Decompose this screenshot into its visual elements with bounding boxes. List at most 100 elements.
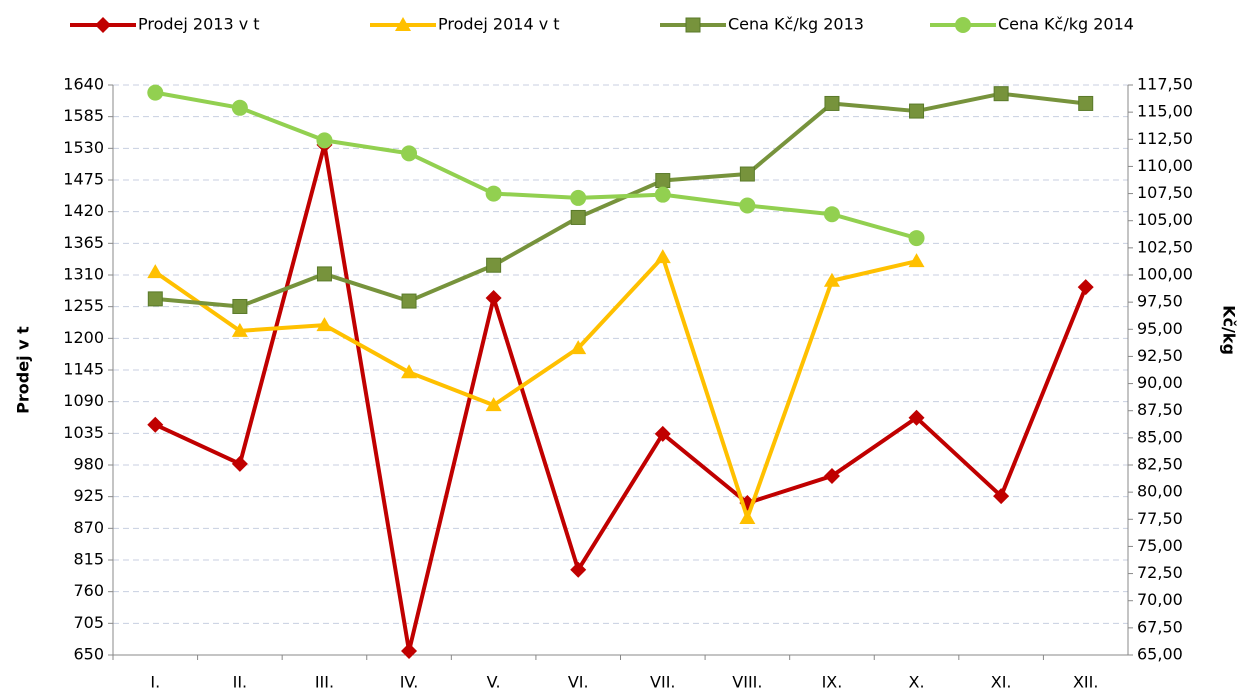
y-tick-label: 705 (73, 613, 104, 632)
data-point (147, 264, 164, 279)
y2-tick-label: 90,00 (1137, 373, 1183, 392)
data-point (655, 173, 671, 189)
data-point (147, 416, 164, 433)
y-axis-title: Prodej v t (14, 326, 33, 414)
x-tick-label: XI. (991, 673, 1012, 692)
x-tick-label: IX. (822, 673, 843, 692)
data-point (485, 185, 502, 202)
data-point (147, 84, 164, 101)
y-tick-label: 1200 (63, 328, 104, 347)
data-point (739, 166, 755, 182)
x-tick-label: III. (315, 673, 334, 692)
x-tick-label: VII. (650, 673, 675, 692)
legend-label: Prodej 2014 v t (438, 15, 560, 34)
x-tick-label: VI. (568, 673, 589, 692)
data-point (654, 425, 671, 442)
legend-label: Prodej 2013 v t (138, 15, 260, 34)
data-point (485, 290, 502, 307)
legend-label: Cena Kč/kg 2013 (728, 15, 864, 34)
data-point (908, 230, 925, 247)
data-point (909, 103, 925, 119)
data-point (823, 467, 840, 484)
data-point (316, 132, 333, 149)
data-point (823, 272, 840, 287)
data-point (485, 397, 502, 412)
y2-tick-label: 70,00 (1137, 590, 1183, 609)
x-tick-label: V. (487, 673, 501, 692)
y2-tick-label: 97,50 (1137, 292, 1183, 311)
data-point (401, 145, 418, 162)
legend-marker (685, 17, 701, 33)
y-tick-label: 760 (73, 581, 104, 600)
y2-tick-label: 87,50 (1137, 400, 1183, 419)
y-tick-label: 1090 (63, 391, 104, 410)
data-point (401, 364, 418, 379)
y-tick-label: 1585 (63, 106, 104, 125)
y-tick-label: 1145 (63, 360, 104, 379)
data-point (231, 99, 248, 116)
x-tick-label: VIII. (732, 673, 762, 692)
y-tick-label: 815 (73, 550, 104, 569)
y2-tick-label: 67,50 (1137, 617, 1183, 636)
data-point (231, 455, 248, 472)
y2-tick-label: 115,00 (1137, 102, 1193, 121)
data-point (232, 298, 248, 314)
y-tick-label: 1530 (63, 138, 104, 157)
y2-tick-label: 100,00 (1137, 265, 1193, 284)
series-line (154, 90, 918, 241)
y2-tick-label: 92,50 (1137, 346, 1183, 365)
y2-tick-label: 110,00 (1137, 156, 1193, 175)
data-point (570, 209, 586, 225)
legend-label: Cena Kč/kg 2014 (998, 15, 1134, 34)
y-tick-label: 1475 (63, 170, 104, 189)
data-point (401, 293, 417, 309)
x-tick-label: IV. (400, 673, 419, 692)
data-point (570, 561, 587, 578)
series-line (154, 255, 917, 520)
data-point (993, 488, 1010, 505)
y2-tick-label: 85,00 (1137, 427, 1183, 446)
y2-tick-label: 82,50 (1137, 455, 1183, 474)
y2-tick-label: 95,00 (1137, 319, 1183, 338)
y2-axis-title: Kč/kg (1220, 305, 1239, 355)
y2-tick-label: 107,50 (1137, 183, 1193, 202)
series-line (155, 91, 1086, 309)
data-point (316, 317, 333, 332)
y-tick-label: 1365 (63, 233, 104, 252)
data-point (231, 322, 248, 337)
legend-marker (395, 17, 411, 31)
legend-marker (95, 17, 111, 33)
data-point (486, 257, 502, 273)
y2-tick-label: 105,00 (1137, 210, 1193, 229)
y2-tick-label: 65,00 (1137, 645, 1183, 664)
data-point (908, 253, 925, 268)
data-point (1077, 279, 1094, 296)
x-tick-label: XII. (1073, 673, 1098, 692)
y-tick-label: 650 (73, 645, 104, 664)
y2-tick-label: 75,00 (1137, 536, 1183, 555)
data-point (823, 206, 840, 223)
data-point (908, 409, 925, 426)
y2-tick-label: 102,50 (1137, 237, 1193, 256)
data-point (570, 340, 587, 355)
data-point (739, 197, 756, 214)
y2-tick-label: 117,50 (1137, 75, 1193, 94)
y-tick-label: 925 (73, 486, 104, 505)
data-point (993, 86, 1009, 102)
data-point (654, 249, 671, 264)
data-point (316, 266, 332, 282)
data-point (401, 642, 418, 659)
data-point (654, 186, 671, 203)
data-point (147, 291, 163, 307)
y2-tick-label: 80,00 (1137, 482, 1183, 501)
data-point (739, 509, 756, 524)
series-line (154, 142, 1088, 653)
y2-tick-label: 77,50 (1137, 509, 1183, 528)
y-tick-label: 980 (73, 455, 104, 474)
y-tick-label: 870 (73, 518, 104, 537)
x-tick-label: X. (909, 673, 925, 692)
y-tick-label: 1035 (63, 423, 104, 442)
data-point (824, 95, 840, 111)
legend-marker (955, 17, 971, 33)
